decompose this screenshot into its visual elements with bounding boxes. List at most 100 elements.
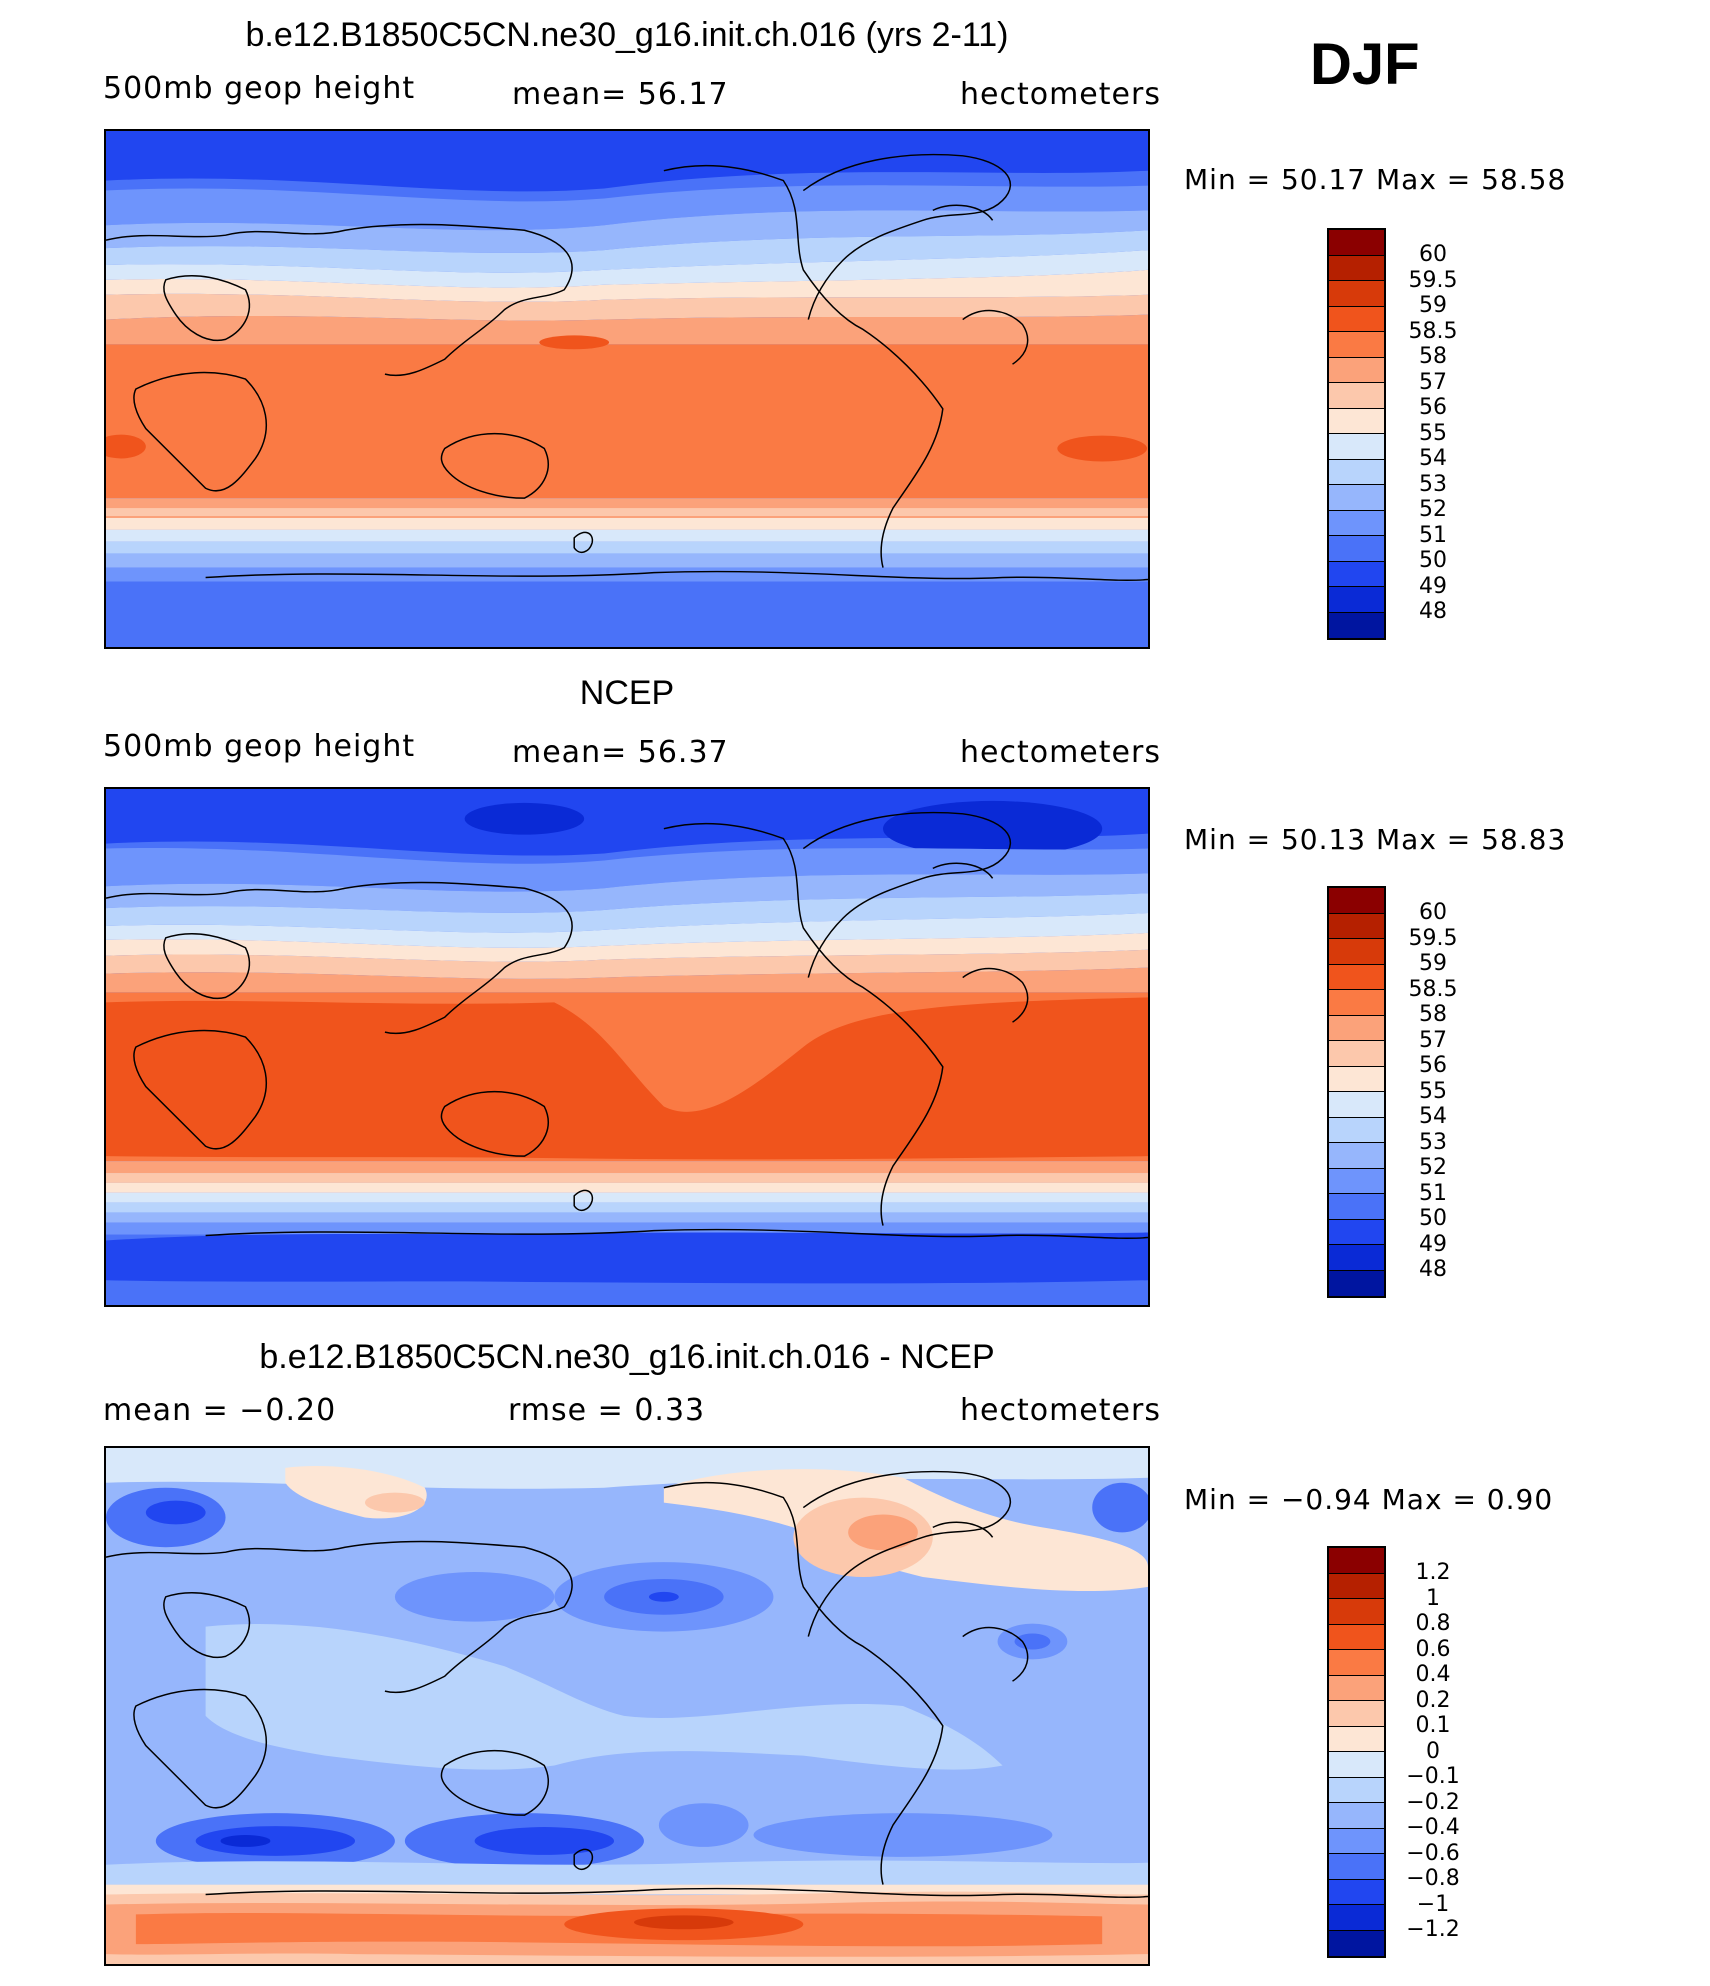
colorbar-swatch — [1329, 1245, 1384, 1271]
colorbar-tick-label: 55 — [1419, 420, 1447, 446]
colorbar-tick-label: 57 — [1419, 1027, 1447, 1053]
colorbar-swatch — [1329, 1854, 1384, 1880]
colorbar-swatch — [1329, 1015, 1384, 1041]
panel-2-minmax: Min = 50.13 Max = 58.83 — [1184, 823, 1567, 856]
panel-1-minmax: Min = 50.17 Max = 58.58 — [1184, 163, 1567, 196]
colorbar-swatch — [1329, 964, 1384, 990]
colorbar-swatch — [1329, 1803, 1384, 1829]
colorbar-swatch — [1329, 1092, 1384, 1118]
colorbar-tick-label: −0.8 — [1406, 1866, 1460, 1891]
panel-1-mean-label: mean= 56.17 — [512, 77, 729, 112]
colorbar-swatch — [1329, 230, 1384, 256]
colorbar-tick-label: −0.1 — [1406, 1764, 1460, 1789]
colorbar-swatch — [1329, 1701, 1384, 1727]
colorbar-tick-label: 54 — [1419, 446, 1447, 471]
colorbar-swatch — [1329, 332, 1384, 358]
colorbar-tick-label: 51 — [1419, 522, 1447, 548]
colorbar-tick-label: 52 — [1419, 497, 1447, 522]
colorbar-swatch — [1329, 1143, 1384, 1169]
colorbar-swatch — [1329, 1066, 1384, 1092]
colorbar-tick-label: 49 — [1419, 573, 1447, 599]
colorbar-swatch — [1329, 1675, 1384, 1701]
colorbar-swatch — [1329, 1650, 1384, 1676]
colorbar-tick-label: 48 — [1419, 599, 1447, 624]
colorbar-tick-label: 1 — [1426, 1585, 1440, 1611]
colorbar-swatch — [1329, 612, 1384, 638]
colorbar-tick-label: 54 — [1419, 1104, 1447, 1129]
colorbar-swatch — [1329, 1168, 1384, 1194]
colorbar-swatch — [1329, 913, 1384, 939]
colorbar-swatch — [1329, 561, 1384, 587]
colorbar-swatch — [1329, 1270, 1384, 1296]
colorbar-tick-label: 48 — [1419, 1257, 1447, 1282]
colorbar-tick-label: 52 — [1419, 1155, 1447, 1180]
panel-2-map — [104, 787, 1150, 1307]
colorbar-tick-label: 0.8 — [1415, 1611, 1451, 1636]
panel-3-rmse-label: rmse = 0.33 — [508, 1393, 706, 1428]
colorbar-tick-label: −1 — [1416, 1891, 1450, 1917]
colorbar-swatch — [1329, 1041, 1384, 1067]
colorbar-swatch — [1329, 459, 1384, 485]
colorbar-tick-label: 58 — [1419, 344, 1447, 369]
panel-3-minmax: Min = −0.94 Max = 0.90 — [1184, 1483, 1554, 1516]
colorbar-swatch — [1329, 1599, 1384, 1625]
colorbar-swatch — [1329, 306, 1384, 332]
colorbar-tick-label: 59 — [1419, 293, 1447, 318]
panel-3-title: b.e12.B1850C5CN.ne30_g16.init.ch.016 - N… — [259, 1338, 995, 1376]
panel-3-map — [104, 1446, 1150, 1966]
panel-2-variable-label: 500mb geop height — [103, 729, 416, 764]
colorbar-tick-label: 53 — [1419, 1129, 1447, 1155]
colorbar-tick-label: 58 — [1419, 1002, 1447, 1027]
season-label: DJF — [1310, 32, 1420, 97]
colorbar-swatch — [1329, 1573, 1384, 1599]
colorbar-swatch — [1329, 1624, 1384, 1650]
colorbar-tick-label: 50 — [1419, 548, 1447, 573]
colorbar-swatch — [1329, 383, 1384, 409]
colorbar-swatch — [1329, 1905, 1384, 1931]
colorbar-swatch — [1329, 1219, 1384, 1245]
panel-1-colorbar — [1327, 228, 1386, 640]
colorbar-tick-label: 57 — [1419, 369, 1447, 395]
colorbar-swatch — [1329, 408, 1384, 434]
colorbar-tick-label: 0.1 — [1415, 1713, 1451, 1738]
colorbar-swatch — [1329, 281, 1384, 307]
colorbar-swatch — [1329, 587, 1384, 613]
panel-1-title: b.e12.B1850C5CN.ne30_g16.init.ch.016 (yr… — [245, 16, 1009, 54]
panel-1-map-svg — [106, 131, 1148, 647]
panel-3-mean-label: mean = −0.20 — [103, 1393, 337, 1428]
colorbar-swatch — [1329, 510, 1384, 536]
colorbar-tick-label: 55 — [1419, 1078, 1447, 1104]
panel-2-mean-label: mean= 56.37 — [512, 735, 729, 770]
colorbar-swatch — [1329, 1752, 1384, 1778]
colorbar-swatch — [1329, 485, 1384, 511]
colorbar-tick-label: 50 — [1419, 1206, 1447, 1231]
colorbar-swatch — [1329, 1879, 1384, 1905]
colorbar-tick-label: 59.5 — [1408, 267, 1458, 293]
colorbar-tick-label: 0 — [1426, 1738, 1440, 1764]
colorbar-tick-label: 58.5 — [1408, 318, 1458, 344]
colorbar-swatch — [1329, 357, 1384, 383]
colorbar-swatch — [1329, 990, 1384, 1016]
colorbar-tick-label: −0.4 — [1406, 1815, 1460, 1840]
colorbar-swatch — [1329, 434, 1384, 460]
colorbar-tick-label: 59.5 — [1408, 925, 1458, 951]
colorbar-swatch — [1329, 1777, 1384, 1803]
panel-3-units-label: hectometers — [960, 1393, 1161, 1428]
panel-3-colorbar — [1327, 1546, 1386, 1958]
colorbar-swatch — [1329, 1548, 1384, 1574]
colorbar-tick-label: 59 — [1419, 951, 1447, 976]
panel-2-units-label: hectometers — [960, 735, 1161, 770]
colorbar-swatch — [1329, 1726, 1384, 1752]
panel-1-map — [104, 129, 1150, 649]
colorbar-swatch — [1329, 255, 1384, 281]
panel-3-map-svg — [106, 1448, 1148, 1964]
colorbar-tick-label: −0.6 — [1406, 1840, 1460, 1866]
colorbar-tick-label: 53 — [1419, 471, 1447, 497]
colorbar-swatch — [1329, 1930, 1384, 1956]
colorbar-tick-label: 1.2 — [1415, 1560, 1451, 1585]
colorbar-tick-label: 60 — [1419, 900, 1447, 925]
panel-1-variable-label: 500mb geop height — [103, 71, 416, 106]
panel-2-title: NCEP — [579, 674, 675, 712]
colorbar-swatch — [1329, 939, 1384, 965]
colorbar-tick-label: 49 — [1419, 1231, 1447, 1257]
